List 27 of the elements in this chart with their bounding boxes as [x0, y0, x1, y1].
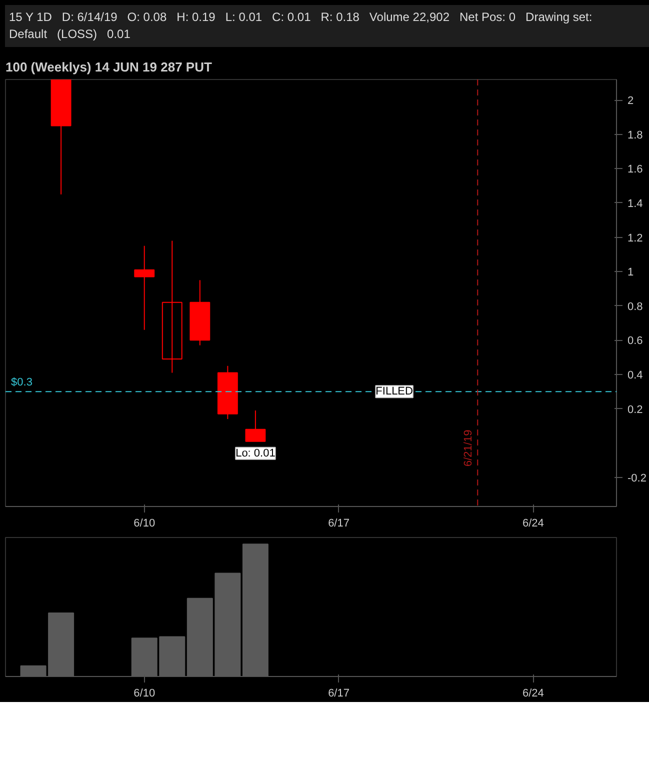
- y-tick-label: 0.6: [628, 335, 643, 348]
- text: 15 Y 1D D: 6/14/19 O: 0.08 H: 0.19 L: 0.01 C: 0.01 R: 0.18 Volume 22,902 Net Pos: 0 Drawing set:: [9, 10, 592, 24]
- x-tick-label: 6/17: [328, 518, 350, 530]
- y-tick-label: 1: [628, 266, 634, 279]
- ref-line-label: 6/21/19: [462, 430, 475, 467]
- y-tick-label: 1.4: [628, 198, 643, 210]
- chart-title: 100 (Weeklys) 14 JUN 19 287 PUT: [6, 60, 212, 75]
- x-tick-label: 6/17: [328, 688, 350, 700]
- y-tick-label: 0.4: [628, 370, 643, 382]
- annotation: Lo: 0.01: [236, 448, 276, 460]
- x-tick-label: 6/24: [522, 688, 544, 700]
- x-tick-label: 6/10: [134, 518, 156, 530]
- candlestick: [162, 240, 182, 374]
- y-tick-label: 2: [628, 95, 634, 108]
- y-tick-label: 1.2: [628, 232, 643, 245]
- x-tick-label: 6/24: [522, 518, 544, 530]
- y-tick-label: 0.2: [628, 404, 643, 416]
- x-tick-label: 6/10: [134, 688, 156, 700]
- y-tick-label: 0.8: [628, 301, 643, 314]
- y-tick-label: 1.8: [628, 130, 643, 142]
- text: Default (LOSS) 0.01: [9, 27, 130, 42]
- y-tick-label: 1.6: [628, 164, 643, 176]
- candlestick: [245, 410, 266, 442]
- ref-line-label: $0.3: [11, 376, 32, 389]
- candlestick: [134, 246, 155, 331]
- annotation: FILLED: [376, 386, 414, 398]
- y-tick-label: -0.2: [628, 472, 646, 485]
